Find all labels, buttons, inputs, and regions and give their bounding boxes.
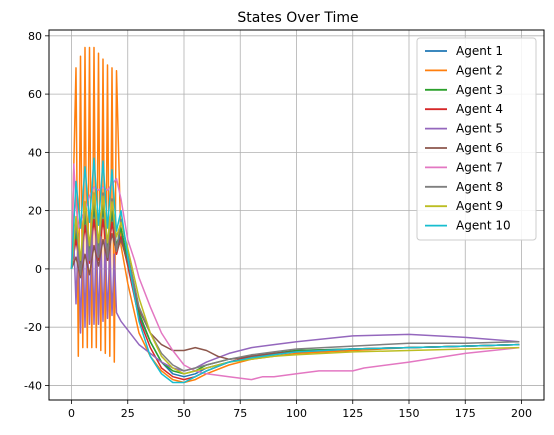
legend: Agent 1 Agent 2 Agent 3 Agent 4 Agent 5 Agent…: [416, 37, 537, 241]
y-tick-label: 40: [28, 146, 42, 159]
y-tick-label: 60: [28, 88, 42, 101]
series-line-agent-5: [70, 224, 520, 372]
x-tick-label: 150: [399, 407, 420, 420]
legend-label: Agent 1: [456, 44, 503, 58]
y-tick-label: -40: [24, 379, 42, 392]
legend-label: Agent 5: [456, 122, 503, 136]
axis-ticks: 0 25 50 75 100 125 150 175 200 -40 -20 0 20 40 60 80: [24, 30, 532, 420]
x-tick-label: 50: [177, 407, 191, 420]
y-tick-label: 0: [35, 263, 42, 276]
legend-label: Agent 10: [456, 219, 511, 233]
y-tick-label: 20: [28, 205, 42, 218]
x-tick-label: 175: [455, 407, 476, 420]
series-line-agent-9: [70, 192, 520, 375]
legend-box: [416, 37, 537, 241]
x-tick-label: 25: [121, 407, 135, 420]
legend-label: Agent 3: [456, 83, 503, 97]
legend-label: Agent 2: [456, 63, 503, 77]
legend-label: Agent 6: [456, 141, 503, 155]
series-line-agent-10: [70, 157, 520, 384]
x-tick-label: 100: [286, 407, 307, 420]
x-tick-label: 200: [511, 407, 532, 420]
legend-label: Agent 9: [456, 199, 503, 213]
legend-label: Agent 4: [456, 102, 503, 116]
x-tick-label: 125: [342, 407, 363, 420]
x-tick-label: 75: [233, 407, 247, 420]
x-tick-label: 0: [68, 407, 75, 420]
legend-label: Agent 8: [456, 180, 503, 194]
legend-label: Agent 7: [456, 160, 503, 174]
chart-title: States Over Time: [237, 10, 358, 26]
series-layer: [70, 46, 520, 384]
y-tick-label: 80: [28, 30, 42, 43]
y-tick-label: -20: [24, 321, 42, 334]
